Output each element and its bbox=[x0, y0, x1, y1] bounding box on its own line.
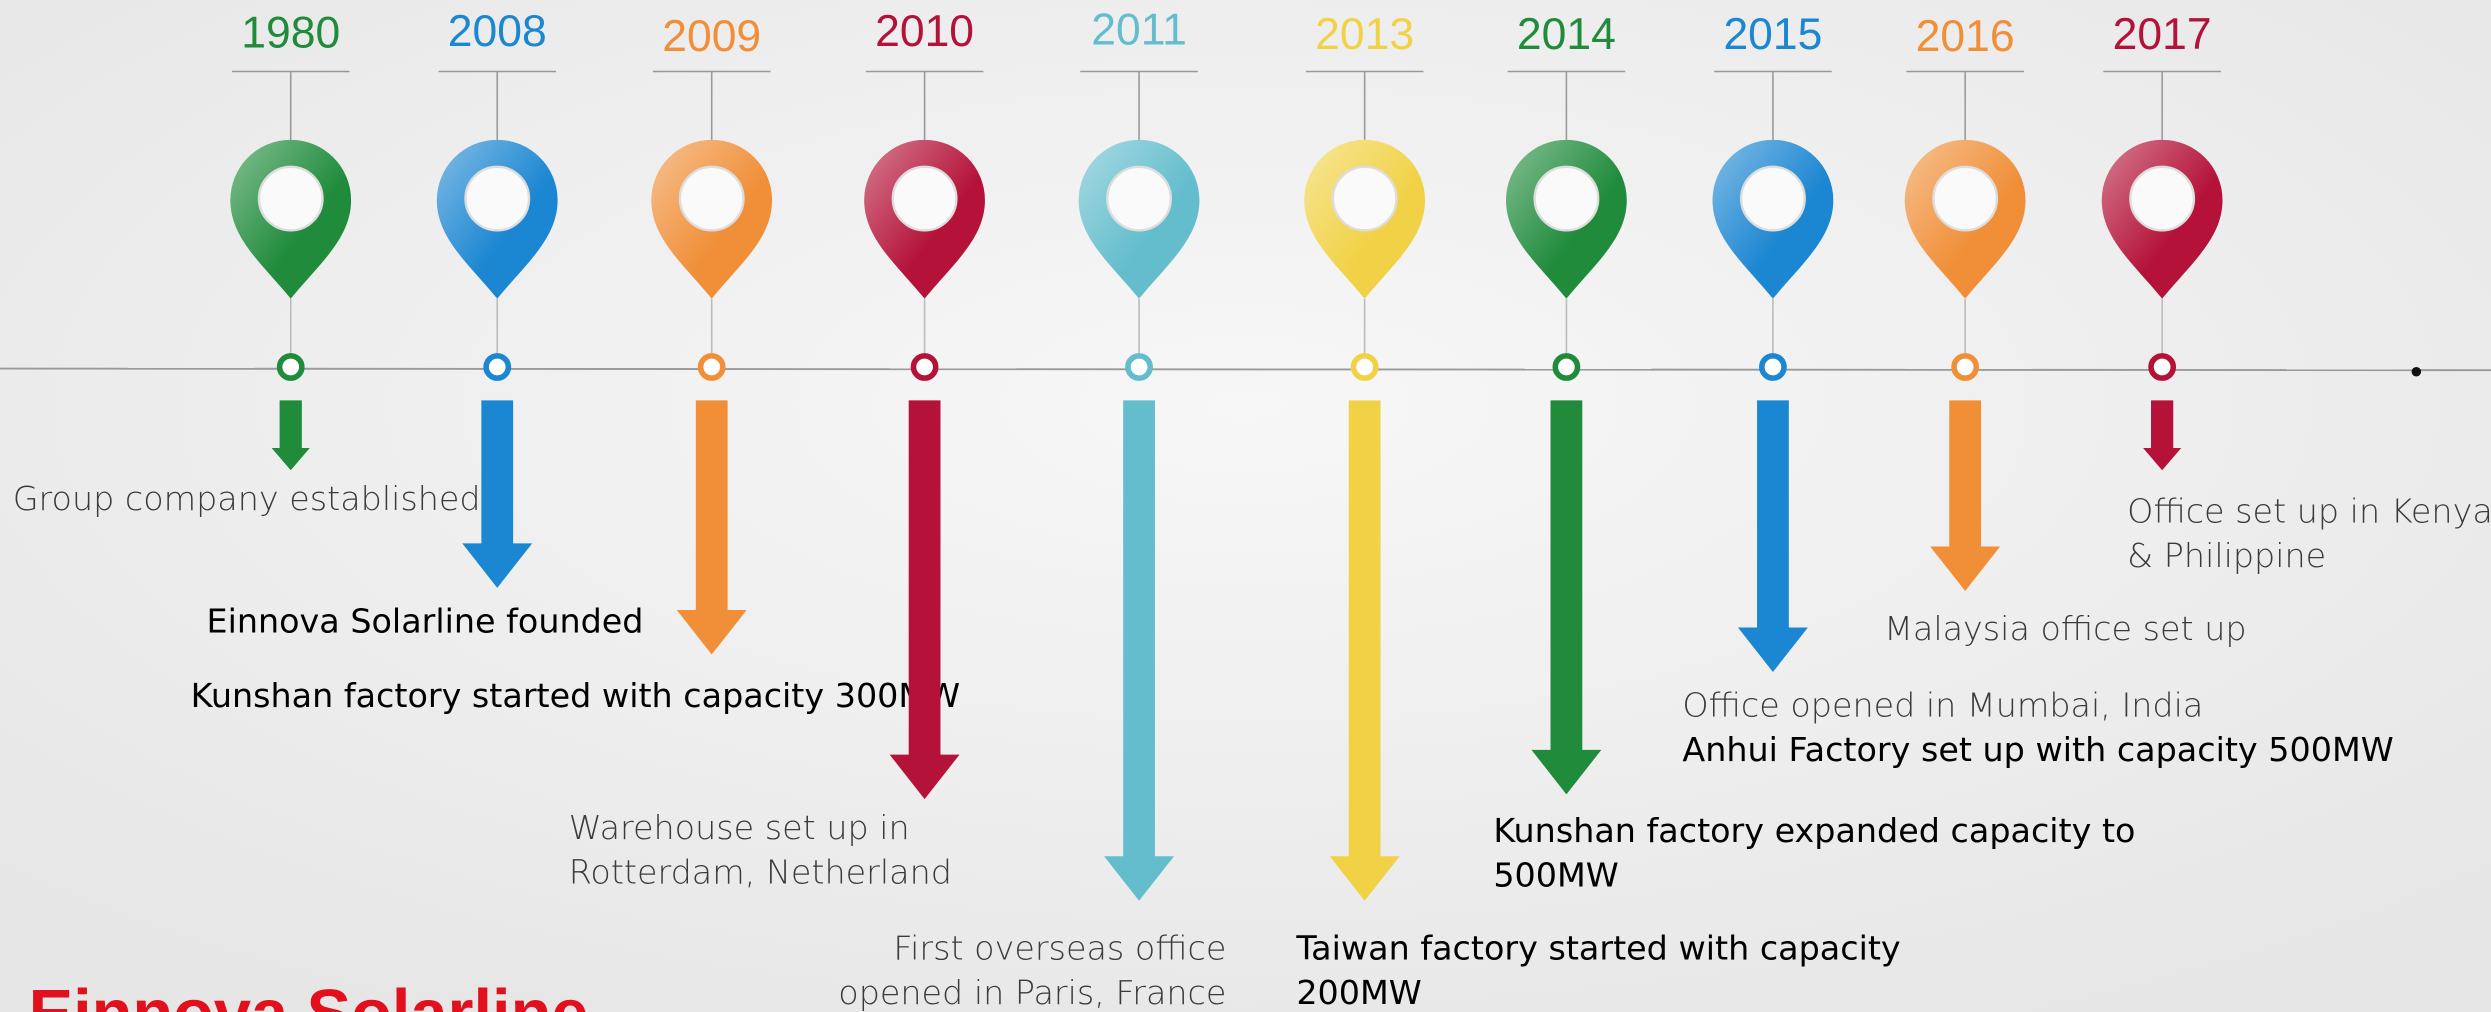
axis-marker bbox=[2148, 353, 2177, 381]
arrow bbox=[889, 400, 960, 800]
pin-center bbox=[1106, 165, 1173, 232]
axis-marker bbox=[1951, 353, 1980, 381]
year: 2010 bbox=[875, 7, 974, 56]
event-text: Malaysia office set up bbox=[1884, 609, 2246, 648]
milestone: 2013 Taiwan factory started with capacity… bbox=[1295, 10, 1900, 1012]
axis-end-dot bbox=[2411, 366, 2422, 377]
arrow bbox=[1930, 400, 2001, 591]
year: 2014 bbox=[1517, 10, 1616, 59]
pin-center bbox=[464, 165, 531, 232]
arrow bbox=[1531, 400, 1602, 795]
milestone: 2017 Office set up in Kenya & Philippine bbox=[2101, 10, 2491, 575]
milestone: 2009 Kunshan factory started with capacit… bbox=[191, 12, 961, 715]
axis-marker bbox=[276, 353, 305, 381]
year: 2015 bbox=[1723, 10, 1822, 59]
event-text: opened in Paris, France bbox=[838, 973, 1226, 1012]
year: 2008 bbox=[448, 7, 547, 56]
milestone: 2011 First overseas office opened in Paris… bbox=[838, 5, 1226, 1012]
event-text: 200MW bbox=[1296, 973, 1421, 1012]
event-text: Office set up in Kenya bbox=[2127, 492, 2491, 531]
event-text: Office opened in Mumbai, India bbox=[1682, 685, 2203, 724]
year: 2009 bbox=[662, 12, 761, 61]
pin-center bbox=[1739, 165, 1806, 232]
pin-center bbox=[891, 165, 958, 232]
arrow bbox=[676, 400, 747, 655]
timeline-axis bbox=[0, 367, 2491, 372]
arrow bbox=[1104, 400, 1175, 901]
axis-marker bbox=[1125, 353, 1153, 381]
year: 2016 bbox=[1916, 12, 2015, 61]
milestone: 2008 Einnova Solarline founded bbox=[207, 7, 644, 640]
axis-marker bbox=[1552, 353, 1581, 381]
pin-center bbox=[678, 165, 745, 232]
pin-center bbox=[257, 165, 324, 232]
axis-marker bbox=[1759, 353, 1787, 381]
year: 2013 bbox=[1315, 10, 1414, 59]
event-text: Kunshan factory started with capacity 30… bbox=[191, 676, 961, 715]
milestone: 1980 Group company established bbox=[13, 9, 481, 518]
milestone: 2016 Malaysia office set up bbox=[1884, 12, 2246, 648]
milestone: 2014 Kunshan factory expanded capacity to… bbox=[1493, 10, 2135, 894]
arrow bbox=[2143, 400, 2182, 471]
arrow bbox=[462, 400, 533, 588]
event-text: Rotterdam, Netherland bbox=[569, 852, 952, 891]
pin-center bbox=[1331, 165, 1398, 232]
event-text: Group company established bbox=[13, 479, 481, 518]
arrow bbox=[271, 400, 310, 471]
event-text: First overseas office bbox=[893, 929, 1226, 968]
axis-marker bbox=[1350, 353, 1379, 381]
year: 2011 bbox=[1091, 5, 1187, 54]
event-text: 500MW bbox=[1493, 855, 1618, 894]
pin-center bbox=[1533, 165, 1600, 232]
axis-marker bbox=[910, 353, 939, 381]
pin-center bbox=[2129, 165, 2196, 232]
pin-center bbox=[1932, 165, 1999, 232]
arrow bbox=[1329, 400, 1400, 901]
event-text: & Philippine bbox=[2127, 536, 2326, 575]
arrow bbox=[1737, 400, 1808, 673]
event-text: Einnova Solarline founded bbox=[207, 601, 644, 640]
milestone: 2010 Warehouse set up in Rotterdam, Nether… bbox=[569, 7, 985, 891]
milestone: 2015 Office opened in Mumbai, India Anhui … bbox=[1682, 10, 2393, 769]
year: 2017 bbox=[2113, 10, 2212, 59]
event-text: Anhui Factory set up with capacity 500MW bbox=[1682, 730, 2393, 769]
event-text: Warehouse set up in bbox=[569, 808, 910, 847]
year: 1980 bbox=[241, 9, 340, 58]
event-text: Taiwan factory started with capacity bbox=[1295, 929, 1900, 968]
event-text: Kunshan factory expanded capacity to bbox=[1493, 811, 2135, 850]
axis-marker bbox=[697, 353, 726, 381]
axis-marker bbox=[483, 353, 512, 381]
logo: Einnova Solarline bbox=[29, 977, 589, 1012]
